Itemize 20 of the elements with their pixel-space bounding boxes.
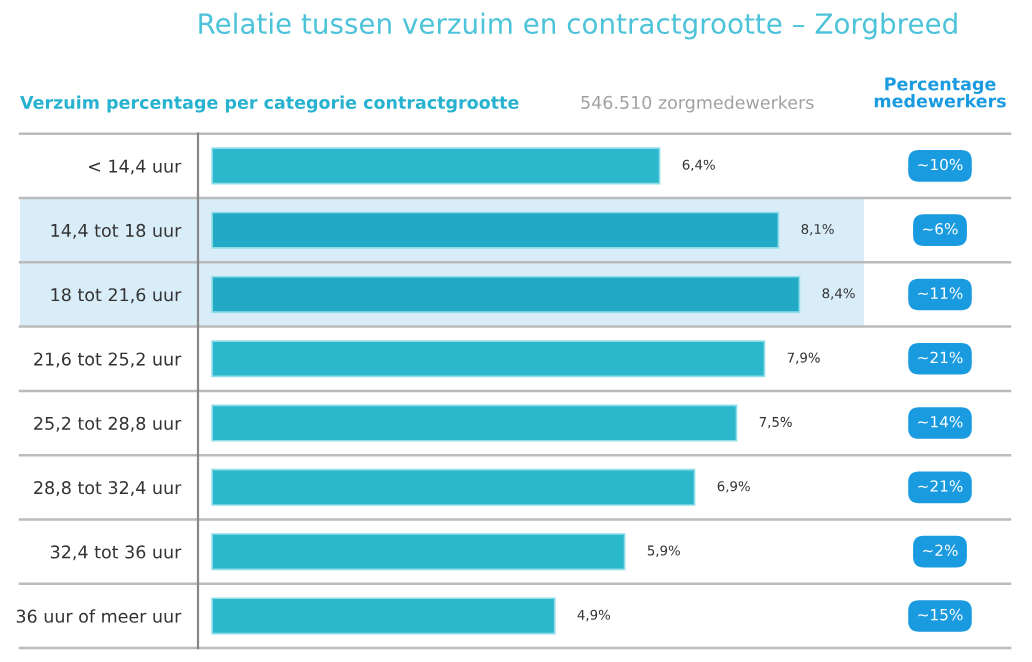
bar [211, 275, 801, 313]
bar [211, 597, 556, 635]
chart-title: Relatie tussen verzuim en contractgrootte – Zorgbreed [199, 12, 957, 40]
y-tick-label: 36 uur of meer uur [16, 609, 182, 623]
bar [211, 404, 738, 442]
y-tick-label: 28,8 tot 32,4 uur [34, 481, 182, 497]
y-tick-label: 25,2 tot 28,8 uur [34, 416, 182, 432]
text: 546.510 zorgmedewerkers [581, 95, 814, 113]
chart-subtitle: Verzuim percentage per categorie contractgrootte [20, 95, 519, 113]
bar [211, 468, 696, 506]
text: Percentage medewerkers [874, 77, 1006, 108]
bar [211, 340, 766, 378]
y-tick-label: < 14,4 uur [89, 159, 182, 175]
y-tick-label: 14,4 tot 18 uur [51, 223, 182, 239]
y-tick-label: 32,4 tot 36 uur [50, 545, 182, 561]
bar [211, 147, 661, 185]
bar [211, 533, 626, 571]
y-tick-label: 21,6 tot 25,2 uur [34, 352, 182, 368]
bar [211, 211, 780, 249]
y-tick-label: 18 tot 21,6 uur [51, 288, 182, 304]
